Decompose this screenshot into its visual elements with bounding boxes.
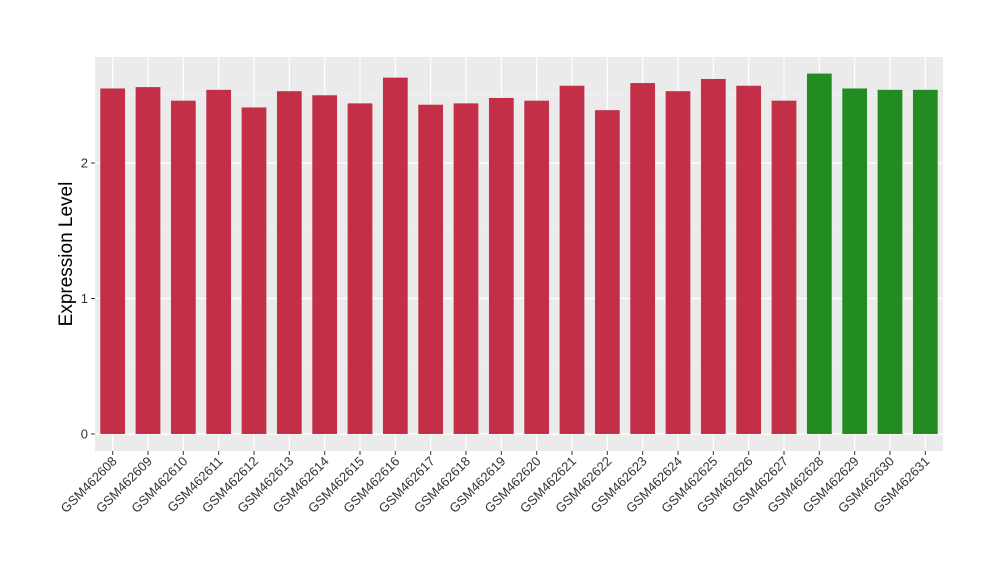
bar-GSM462610 bbox=[170, 100, 196, 435]
bar-GSM462625 bbox=[700, 78, 726, 435]
bars bbox=[100, 73, 938, 435]
y-axis: 0 1 2 bbox=[81, 156, 95, 442]
bar-GSM462624 bbox=[665, 91, 691, 434]
bar-GSM462627 bbox=[771, 100, 797, 435]
bar-GSM462620 bbox=[524, 100, 550, 435]
bar-GSM462615 bbox=[347, 103, 373, 434]
bar-GSM462630 bbox=[877, 89, 903, 434]
bar-GSM462613 bbox=[276, 91, 302, 434]
x-axis: GSM462608GSM462609GSM462610GSM462611GSM4… bbox=[58, 451, 932, 516]
bar-GSM462622 bbox=[594, 110, 620, 434]
bar-GSM462629 bbox=[842, 88, 868, 434]
bar-GSM462614 bbox=[312, 95, 338, 434]
bar-GSM462612 bbox=[241, 107, 267, 434]
bar-GSM462608 bbox=[100, 88, 126, 434]
bar-GSM462617 bbox=[418, 104, 444, 435]
y-axis-title: Expression Level bbox=[56, 182, 77, 327]
bar-GSM462628 bbox=[806, 73, 832, 434]
bar-GSM462621 bbox=[559, 85, 585, 434]
bar-GSM462626 bbox=[736, 85, 762, 434]
bar-GSM462616 bbox=[382, 77, 408, 434]
y-tick-label: 2 bbox=[81, 156, 88, 171]
bar-GSM462618 bbox=[453, 103, 479, 434]
y-tick-label: 1 bbox=[81, 291, 88, 306]
plot-panel bbox=[95, 57, 943, 451]
bar-GSM462619 bbox=[488, 97, 514, 435]
bar-GSM462631 bbox=[912, 89, 938, 434]
bar-GSM462609 bbox=[135, 87, 161, 435]
bar-GSM462623 bbox=[630, 83, 656, 435]
y-tick-label: 0 bbox=[81, 427, 88, 442]
bar-GSM462611 bbox=[206, 89, 232, 434]
